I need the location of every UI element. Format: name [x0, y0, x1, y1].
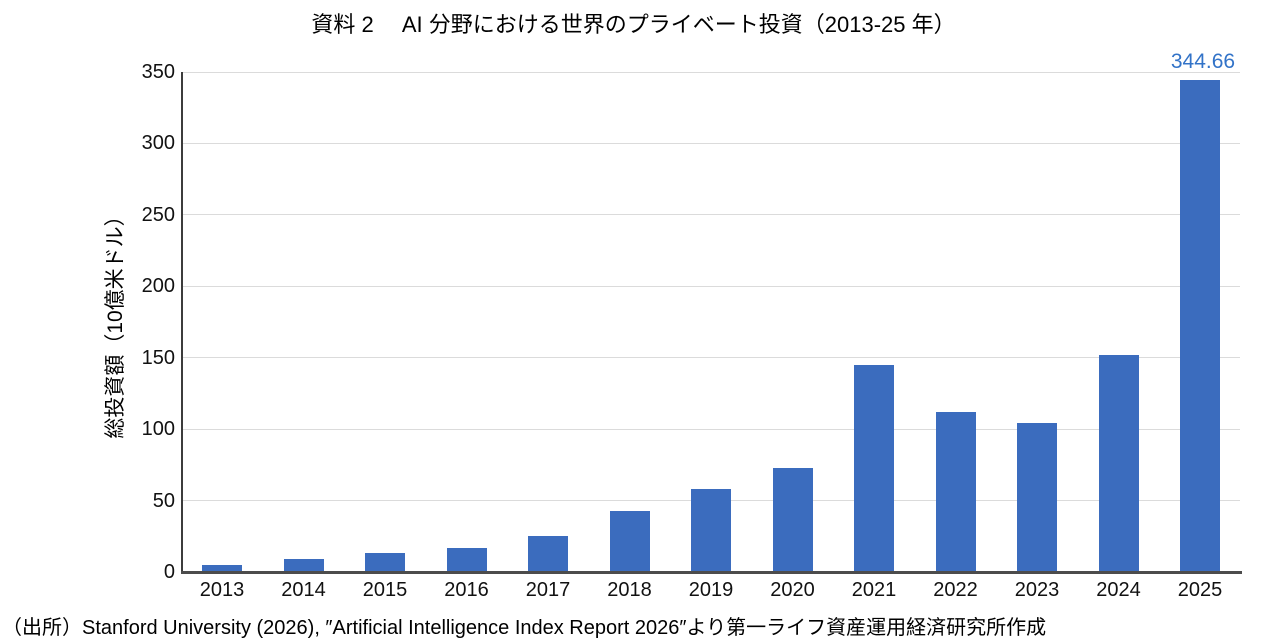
bar-2016 [446, 547, 487, 572]
gridline-100 [183, 428, 1240, 430]
x-tick-label-2019: 2019 [688, 579, 734, 601]
bar-2024 [1098, 354, 1139, 572]
x-tick-label-2018: 2018 [607, 579, 652, 601]
bar-2014 [283, 559, 324, 572]
bar-2017 [528, 536, 568, 572]
gridline-250 [183, 214, 1240, 216]
bar-2013 [202, 564, 242, 572]
x-tick-label-2013: 2013 [199, 579, 245, 601]
gridline-350 [183, 71, 1240, 73]
y-tick-label-100: 100 [141, 418, 175, 441]
gridline-150 [183, 357, 1240, 359]
x-tick-label-2020: 2020 [770, 579, 815, 601]
x-tick-label-2017: 2017 [525, 579, 571, 601]
y-tick-label-0: 0 [163, 561, 175, 583]
y-tick-label-350: 350 [141, 61, 175, 83]
y-tick-label-150: 150 [141, 346, 175, 369]
bar-2023 [1017, 423, 1057, 572]
x-axis-line [181, 571, 1242, 574]
x-tick-label-2022: 2022 [933, 579, 978, 601]
source-note: （出所）Stanford University (2026), ″Artific… [2, 617, 1047, 639]
bar-2018 [609, 510, 650, 572]
x-tick-label-2023: 2023 [1014, 579, 1060, 601]
gridline-300 [183, 142, 1240, 144]
bar-2019 [691, 489, 731, 572]
bar-2021 [854, 364, 894, 572]
y-axis-title: 総投資額（10億米ドル） [104, 205, 127, 439]
x-tick-label-2024: 2024 [1096, 579, 1141, 601]
y-tick-label-300: 300 [141, 132, 175, 155]
bar-2020 [772, 467, 813, 572]
x-tick-label-2016: 2016 [444, 579, 489, 601]
x-tick-label-2014: 2014 [281, 579, 326, 601]
x-tick-label-2015: 2015 [362, 579, 408, 601]
bar-2025 [1180, 79, 1220, 572]
gridline-200 [183, 285, 1240, 287]
y-axis-line [181, 72, 183, 572]
y-tick-label-50: 50 [152, 489, 175, 512]
y-tick-label-200: 200 [141, 275, 175, 298]
x-tick-label-2021: 2021 [851, 579, 897, 601]
x-tick-label-2025: 2025 [1177, 579, 1223, 601]
bar-2015 [365, 553, 405, 572]
bar-2022 [935, 412, 976, 572]
y-tick-label-250: 250 [141, 203, 175, 226]
chart-title: 資料 2 AI 分野における世界のプライベート投資（2013-25 年） [311, 12, 956, 37]
peak-value-label: 344.66 [1170, 49, 1236, 73]
